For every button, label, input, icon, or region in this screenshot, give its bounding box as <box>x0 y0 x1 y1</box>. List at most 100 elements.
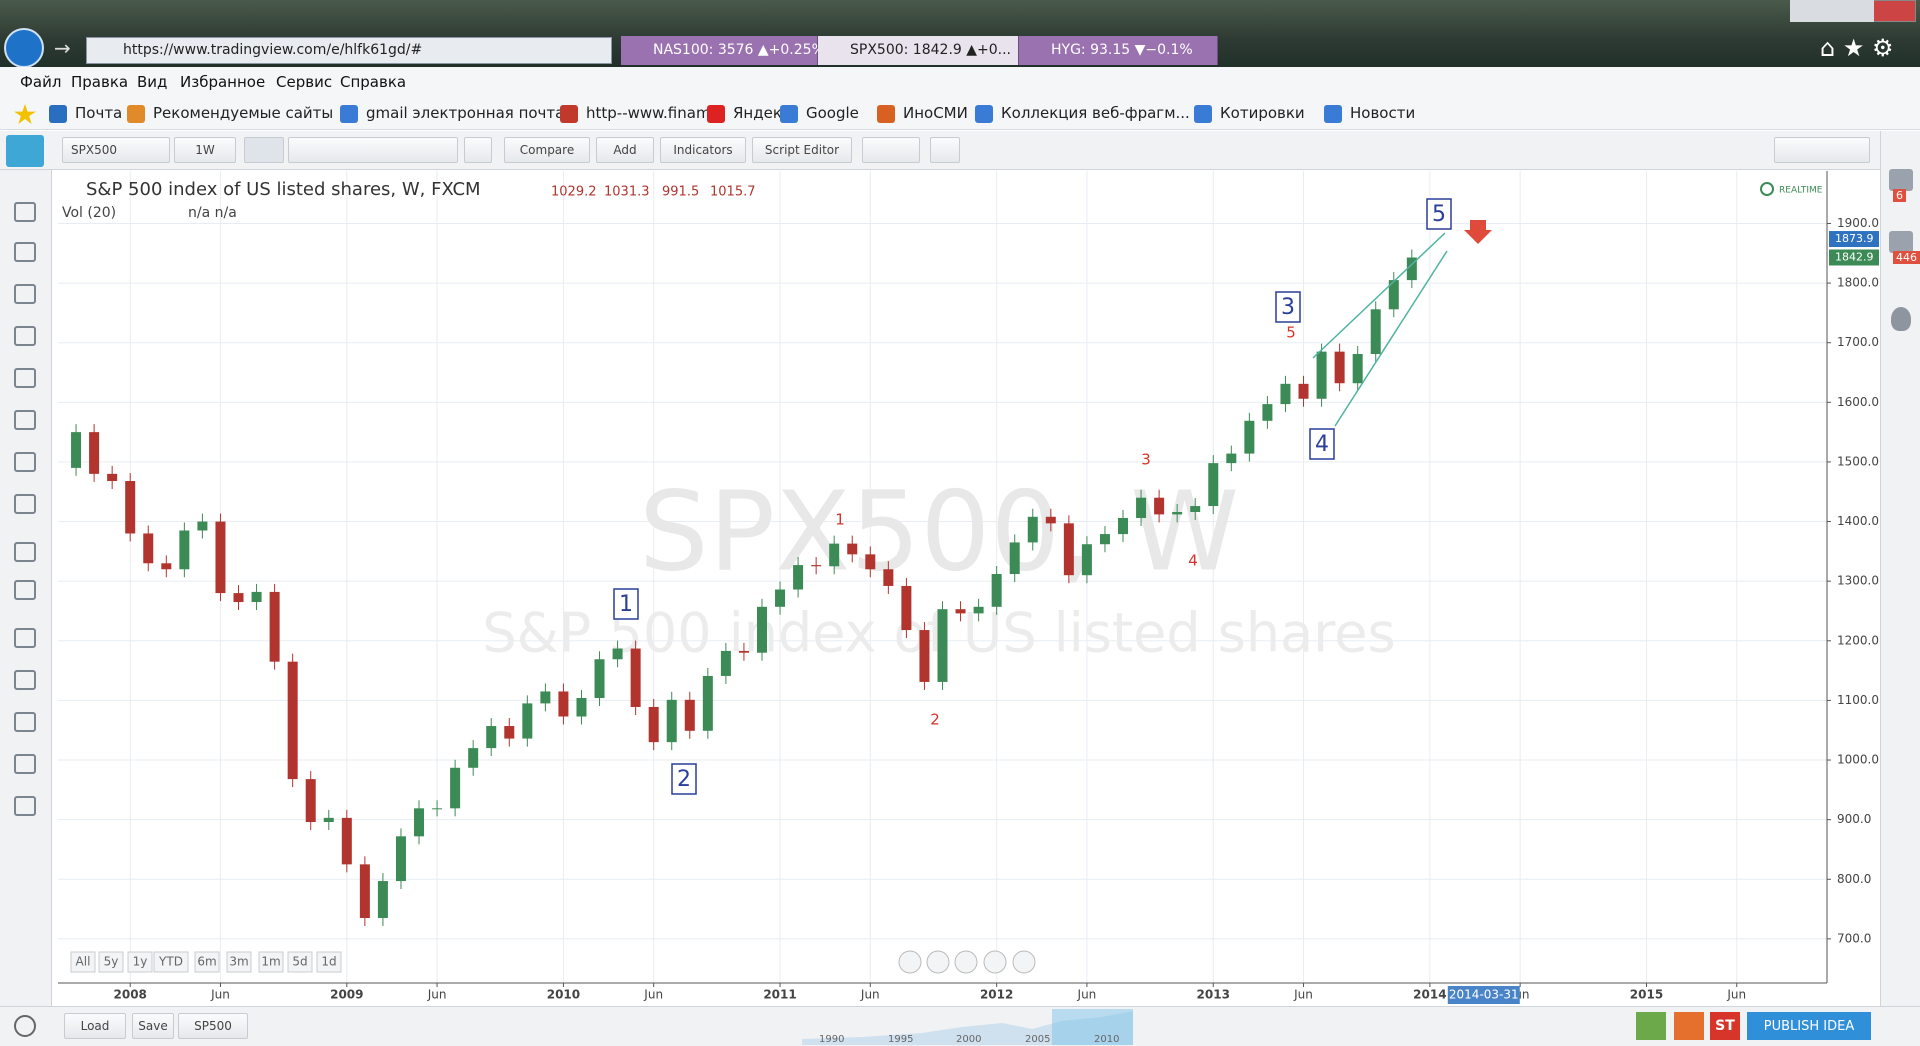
tool-icon[interactable] <box>14 326 36 346</box>
candle-body <box>1081 544 1092 576</box>
menu-item[interactable]: Вид <box>137 73 168 91</box>
range-button[interactable] <box>316 951 342 973</box>
browser-tab[interactable]: HYG: 93.15 ▼−0.1% <box>1019 36 1218 65</box>
tool-icon[interactable] <box>14 796 36 816</box>
navigator-year: 1995 <box>888 1034 914 1045</box>
candle-body <box>341 817 352 865</box>
range-button[interactable] <box>194 951 220 973</box>
tool-icon[interactable] <box>14 410 36 430</box>
y-tick-label: 1800.0 <box>1837 276 1879 290</box>
tool-icon[interactable] <box>14 580 36 600</box>
interval-select[interactable]: 1W <box>174 137 236 163</box>
menu-item[interactable]: Правка <box>71 73 129 91</box>
tool-icon[interactable] <box>14 284 36 304</box>
panel-icon[interactable] <box>1889 231 1913 253</box>
snapshot-button[interactable] <box>1636 1012 1666 1040</box>
favorite-link[interactable]: gmail электронная почта... <box>366 104 579 122</box>
favorite-link[interactable]: Новости <box>1350 104 1416 122</box>
favorites-bar: Почта Рекомендуемые сайты gmail электронна… <box>0 98 1920 130</box>
bottom-button[interactable]: SP500 <box>178 1013 248 1039</box>
candle-body <box>504 726 515 739</box>
menu-item[interactable]: Сервис <box>276 73 333 91</box>
favorite-link[interactable]: Коллекция веб-фрагм... <box>1001 104 1190 122</box>
bottom-button[interactable]: Load <box>64 1013 126 1039</box>
wave-minor-label: 4 <box>1188 552 1198 570</box>
toolbar-button[interactable]: Compare <box>504 137 590 163</box>
favorite-link[interactable]: http--www.finam <box>586 104 711 122</box>
browser-icons[interactable]: ⌂ ★ ⚙ <box>1820 34 1894 62</box>
range-button[interactable] <box>70 951 96 973</box>
browser-tab[interactable]: NAS100: 3576 ▲+0.25% <box>621 36 825 65</box>
candle-body <box>1226 453 1237 464</box>
candle-body <box>486 726 497 749</box>
range-button[interactable] <box>226 951 252 973</box>
chart-navigation[interactable] <box>898 950 1036 974</box>
candle-body <box>1334 351 1345 384</box>
favorite-link[interactable]: Рекомендуемые сайты <box>153 104 334 122</box>
range-button[interactable] <box>98 951 124 973</box>
tool-icon[interactable] <box>14 670 36 690</box>
alert-arrow[interactable] <box>1464 220 1492 244</box>
favorite-icon <box>1194 105 1212 123</box>
panel-icon[interactable] <box>1889 169 1913 191</box>
favorite-link[interactable]: Google <box>806 104 859 122</box>
candle-body <box>901 585 912 631</box>
x-tick-label: Jun <box>1293 988 1313 1002</box>
tool-icon[interactable] <box>14 754 36 774</box>
navigator-year: 2010 <box>1094 1034 1120 1045</box>
menu-item[interactable]: Избранное <box>180 73 266 91</box>
navigator[interactable] <box>802 1009 1133 1045</box>
idea-button[interactable] <box>930 137 960 163</box>
menu-item[interactable]: Справка <box>340 73 407 91</box>
panel-icon[interactable] <box>1891 307 1911 331</box>
favorite-icon <box>975 105 993 123</box>
tool-icon[interactable] <box>14 242 36 262</box>
tool-icon[interactable] <box>14 712 36 732</box>
stocktwits-button[interactable]: ST <box>1710 1012 1740 1040</box>
toolbar-button[interactable]: Indicators <box>660 137 746 163</box>
realtime-label: REALTIME <box>1779 186 1823 196</box>
candles-button[interactable] <box>244 137 284 163</box>
help-button[interactable] <box>14 1015 36 1037</box>
window-min-max[interactable] <box>1790 0 1874 22</box>
candle-body <box>377 881 388 919</box>
address-bar[interactable]: https://www.tradingview.com/e/hlfk61gd/# <box>86 37 612 64</box>
settings-button[interactable] <box>464 137 492 163</box>
forward-button[interactable]: → <box>54 36 71 60</box>
candle-body <box>1009 542 1020 575</box>
toolbar-button[interactable]: Script Editor <box>752 137 852 163</box>
twitter-button[interactable] <box>1674 1012 1704 1040</box>
tool-icon[interactable] <box>14 452 36 472</box>
symbol-input[interactable]: SPX500 <box>62 137 170 163</box>
back-button[interactable] <box>4 28 44 68</box>
drawing-button[interactable] <box>862 137 920 163</box>
x-tick-label: 2010 <box>547 988 580 1002</box>
tool-icon[interactable] <box>14 368 36 388</box>
user-avatar[interactable] <box>6 135 44 167</box>
style-buttons[interactable] <box>288 137 458 163</box>
range-button[interactable] <box>258 951 284 973</box>
tool-icon[interactable] <box>14 628 36 648</box>
favorite-link[interactable]: ИноСМИ <box>903 104 968 122</box>
x-tick-label: 2011 <box>763 988 796 1002</box>
range-button[interactable] <box>287 951 313 973</box>
tool-icon[interactable] <box>14 542 36 562</box>
range-button[interactable] <box>127 951 153 973</box>
undo-redo-fullscreen[interactable] <box>1774 137 1870 163</box>
range-button-label: 5y <box>104 955 119 969</box>
tool-icon[interactable] <box>14 202 36 222</box>
favorite-link[interactable]: Котировки <box>1220 104 1305 122</box>
browser-tab[interactable]: SPX500: 1842.9 ▲+0... <box>818 36 1019 65</box>
y-tick-label: 700.0 <box>1837 931 1871 945</box>
publish-button[interactable]: PUBLISH IDEA <box>1747 1012 1871 1040</box>
favorite-link[interactable]: Яндекс <box>733 104 791 122</box>
tool-icon[interactable] <box>14 494 36 514</box>
favorite-link[interactable]: Почта <box>75 104 123 122</box>
candle-body <box>558 691 569 717</box>
bottom-button[interactable]: Save <box>132 1013 174 1039</box>
menu-item[interactable]: Файл <box>20 73 62 91</box>
toolbar-button[interactable]: Add <box>596 137 654 163</box>
candle-body <box>1244 420 1255 454</box>
candle-body <box>1352 354 1363 384</box>
range-button[interactable] <box>153 951 189 973</box>
